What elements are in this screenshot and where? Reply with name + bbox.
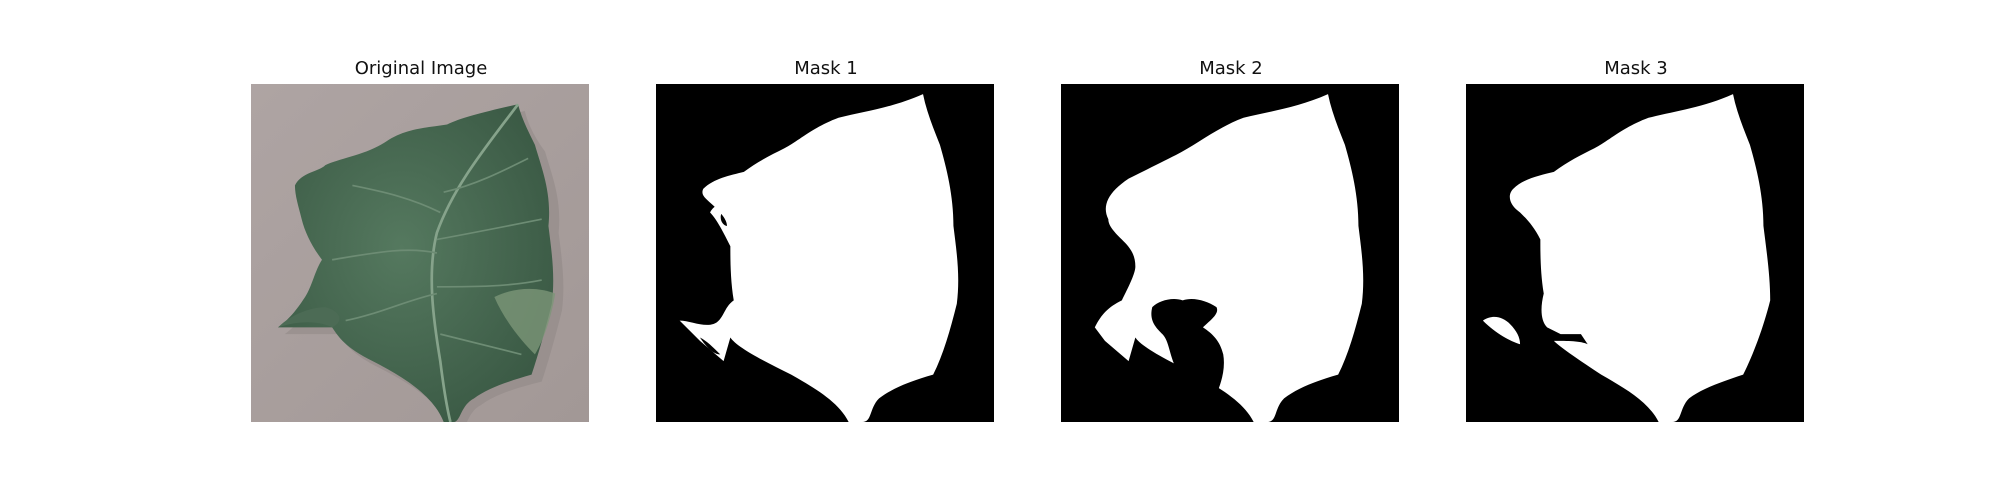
leaf-photo [251,84,589,422]
panel-title: Mask 1 [794,58,858,79]
mask-hole [1151,298,1224,409]
panel-mask-2: Mask 2 [1061,0,1401,500]
mask-region [1094,94,1364,422]
mask-1-image [656,84,994,422]
mask-region [679,94,959,422]
mask-region [1509,94,1771,422]
panel-title: Mask 3 [1604,58,1668,79]
panel-mask-3: Mask 3 [1466,0,1806,500]
leaf-shape [278,104,554,422]
mask-2-image [1061,84,1399,422]
panel-title: Mask 2 [1199,58,1263,79]
panel-title: Original Image [354,58,488,79]
leaf-midrib [430,103,520,422]
mask-3-image [1466,84,1804,422]
panel-mask-1: Mask 1 [656,0,996,500]
panel-original-image: Original Image [251,0,591,500]
